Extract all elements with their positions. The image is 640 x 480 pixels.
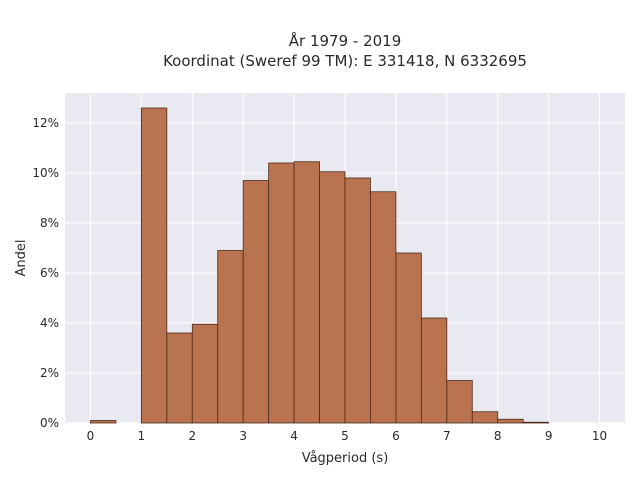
x-tick-label: 6 <box>392 429 400 443</box>
x-tick-label: 0 <box>87 429 95 443</box>
histogram-bar <box>217 250 244 424</box>
y-tick-label: 8% <box>40 216 59 230</box>
x-tick-label: 7 <box>443 429 451 443</box>
histogram-bar <box>293 161 320 424</box>
histogram-bar <box>90 420 117 424</box>
histogram-bar <box>166 332 193 424</box>
y-tick-label: 12% <box>32 116 59 130</box>
histogram-bar <box>497 418 524 424</box>
x-tick-label: 8 <box>494 429 502 443</box>
x-axis-ticks: 0 1 2 3 4 5 6 7 8 9 10 <box>87 429 608 443</box>
x-tick-label: 10 <box>592 429 607 443</box>
histogram-bar <box>191 323 219 424</box>
histogram-bar <box>140 107 168 424</box>
y-tick-label: 10% <box>32 166 59 180</box>
histogram-bar <box>319 171 346 424</box>
y-tick-label: 2% <box>40 366 59 380</box>
histogram-bar <box>268 162 295 424</box>
y-axis-ticks: 0% 2% 4% 6% 8% 10% 12% <box>32 116 59 430</box>
y-tick-label: 4% <box>40 316 59 330</box>
histogram-bar <box>420 317 448 424</box>
bars <box>90 107 550 424</box>
x-tick-label: 4 <box>290 429 298 443</box>
histogram-bar <box>522 421 550 424</box>
y-axis-label: Andel <box>14 240 29 277</box>
y-tick-label: 0% <box>40 416 59 430</box>
chart-subtitle: Koordinat (Sweref 99 TM): E 331418, N 63… <box>163 52 527 70</box>
x-tick-label: 9 <box>545 429 553 443</box>
histogram-bar <box>471 411 499 424</box>
x-tick-label: 1 <box>138 429 146 443</box>
histogram-bar <box>395 252 422 424</box>
x-tick-label: 2 <box>188 429 196 443</box>
x-tick-label: 3 <box>239 429 247 443</box>
histogram-bar <box>446 380 473 424</box>
histogram-bar <box>344 177 371 424</box>
x-tick-label: 5 <box>341 429 349 443</box>
histogram-bar <box>370 191 397 424</box>
chart-title: År 1979 - 2019 <box>289 31 402 50</box>
x-axis-label: Vågperiod (s) <box>302 451 389 466</box>
y-tick-label: 6% <box>40 266 59 280</box>
histogram-bar <box>242 180 270 424</box>
